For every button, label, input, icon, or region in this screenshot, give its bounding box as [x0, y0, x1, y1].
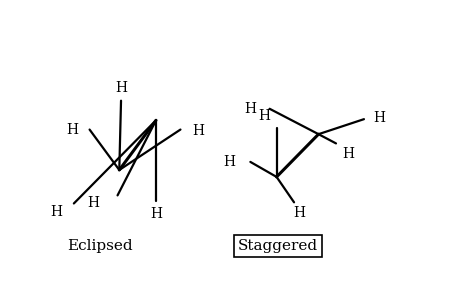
Text: H: H: [150, 207, 162, 221]
Text: H: H: [244, 102, 256, 116]
Text: Eclipsed: Eclipsed: [67, 239, 133, 253]
Text: H: H: [223, 155, 235, 169]
Text: H: H: [374, 111, 386, 125]
Text: H: H: [342, 147, 354, 161]
Text: H: H: [258, 109, 270, 123]
Text: Staggered: Staggered: [238, 239, 318, 253]
Text: H: H: [66, 123, 78, 136]
Text: H: H: [51, 205, 62, 219]
Text: H: H: [192, 124, 204, 138]
Text: H: H: [115, 81, 127, 95]
Text: H: H: [87, 196, 99, 211]
Text: H: H: [293, 206, 305, 220]
